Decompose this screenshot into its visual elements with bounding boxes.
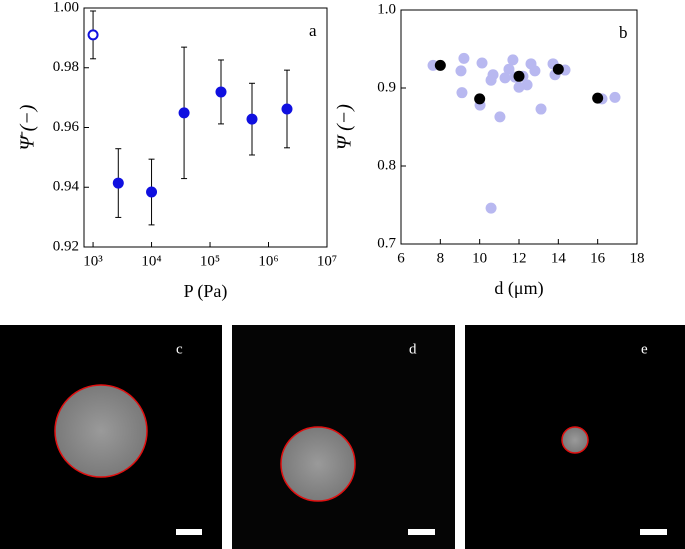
point xyxy=(535,103,547,115)
point xyxy=(434,59,446,71)
point xyxy=(592,92,604,104)
point xyxy=(455,65,467,77)
point xyxy=(503,63,515,75)
point xyxy=(458,52,470,64)
point xyxy=(552,63,564,75)
point xyxy=(476,57,488,69)
x-tick-label: 14 xyxy=(551,250,567,266)
x-axis-label: P (Pa) xyxy=(184,281,228,302)
x-axis-label: d (μm) xyxy=(494,278,543,299)
point xyxy=(521,79,533,91)
y-tick-label: 0.9 xyxy=(377,79,396,95)
point xyxy=(456,87,468,99)
y-tick-label: 0.98 xyxy=(53,59,79,75)
point xyxy=(487,69,499,81)
x-tick-label: 16 xyxy=(590,250,606,266)
point xyxy=(474,93,486,105)
point xyxy=(529,65,541,77)
point xyxy=(513,70,525,82)
point xyxy=(112,177,124,189)
point xyxy=(178,107,190,119)
point xyxy=(215,86,227,98)
y-axis-label: Ψ̄ (−) xyxy=(17,104,39,150)
panel-label: a xyxy=(309,21,317,40)
image-e: e xyxy=(465,325,685,549)
x-tick-label: 18 xyxy=(630,250,645,266)
y-tick-label: 0.92 xyxy=(53,238,79,254)
panel-label: c xyxy=(176,341,183,357)
x-tick-label: 10⁷ xyxy=(317,253,337,269)
x-tick-label: 6 xyxy=(397,250,405,266)
x-tick-label: 12 xyxy=(512,250,527,266)
x-tick-label: 8 xyxy=(437,250,445,266)
y-axis-label: Ψ (−) xyxy=(334,104,356,150)
x-tick-label: 10 xyxy=(472,250,487,266)
y-tick-label: 0.8 xyxy=(377,157,396,173)
y-tick-label: 0.96 xyxy=(53,119,80,135)
panel-label: e xyxy=(641,341,648,357)
x-tick-label: 10⁵ xyxy=(200,253,220,269)
point xyxy=(499,72,511,84)
x-tick-label: 10⁴ xyxy=(141,253,161,269)
point xyxy=(609,91,621,103)
point xyxy=(494,111,506,123)
y-tick-label: 1.00 xyxy=(53,0,79,15)
point xyxy=(146,186,158,198)
panel-label: d xyxy=(409,341,417,357)
plot-frame xyxy=(83,7,328,248)
panel-label: b xyxy=(619,23,628,42)
point xyxy=(507,54,519,66)
image-c: c xyxy=(0,325,222,549)
y-tick-label: 1.0 xyxy=(377,1,396,17)
point xyxy=(246,113,258,125)
plot-frame xyxy=(400,9,638,245)
y-tick-label: 0.94 xyxy=(53,179,80,195)
x-tick-label: 10⁶ xyxy=(258,253,278,269)
point xyxy=(485,202,497,214)
image-d: d xyxy=(232,325,455,549)
x-tick-label: 10³ xyxy=(83,253,103,269)
point xyxy=(87,29,99,41)
point xyxy=(281,103,293,115)
y-tick-label: 0.7 xyxy=(377,235,396,251)
